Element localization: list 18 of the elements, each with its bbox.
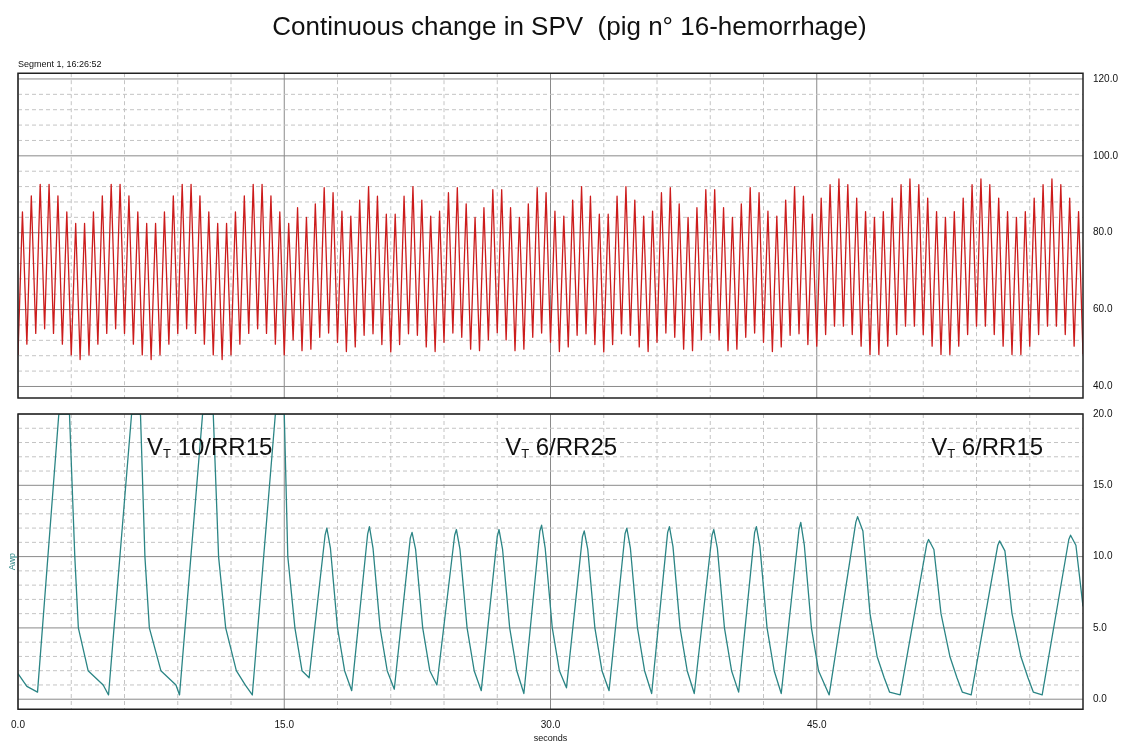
x-tick-label: 45.0 [807,718,827,730]
y-tick-label: 60.0 [1093,303,1113,315]
y-tick-label: 0.0 [1093,692,1108,704]
y-tick-label: 15.0 [1093,479,1113,491]
y-tick-label: 80.0 [1093,226,1113,238]
y-tick-label: 10.0 [1093,550,1113,562]
y-tick-label: 40.0 [1093,380,1113,392]
y-tick-label: 5.0 [1093,621,1108,633]
y-axis-title: Awp [7,552,18,571]
x-tick-label: 15.0 [274,718,295,730]
chart-title: Continuous change in SPV (pig n° 16-hemorrhage) [272,10,867,41]
y-tick-label: 100.0 [1093,149,1119,161]
x-tick-label: 0.0 [11,718,26,730]
x-tick-label: 30.0 [540,718,561,730]
text: Segment 1, 16:26:52 [18,59,102,70]
x-axis-title: seconds [533,733,568,744]
y-tick-label: 20.0 [1093,407,1113,419]
y-tick-label: 120.0 [1093,72,1119,84]
